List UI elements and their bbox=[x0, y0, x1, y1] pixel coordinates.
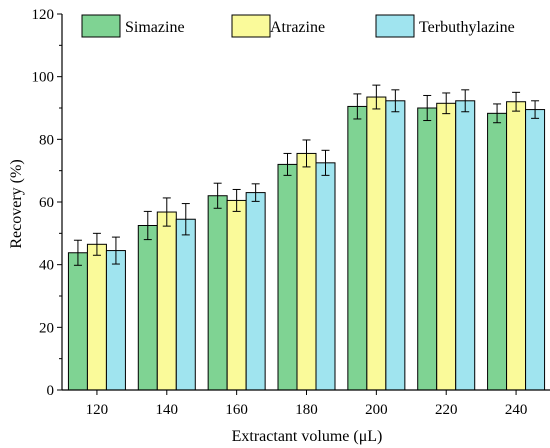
y-tick-label: 120 bbox=[32, 7, 55, 23]
bar bbox=[315, 162, 336, 391]
legend-label: Atrazine bbox=[270, 19, 325, 36]
bar bbox=[436, 102, 457, 391]
bar bbox=[525, 109, 546, 391]
x-tick-label: 140 bbox=[156, 402, 179, 418]
bar bbox=[156, 211, 177, 391]
legend-label: Simazine bbox=[125, 19, 185, 36]
bar bbox=[385, 100, 406, 391]
legend-label: Terbuthylazine bbox=[419, 19, 515, 36]
bar bbox=[137, 225, 158, 391]
x-tick-label: 240 bbox=[505, 402, 528, 418]
bar bbox=[67, 252, 88, 391]
x-tick-label: 200 bbox=[365, 402, 388, 418]
bar bbox=[417, 107, 438, 391]
bar bbox=[207, 195, 228, 391]
y-tick-label: 20 bbox=[39, 320, 54, 336]
axes-layer: 0 20 40 60 80 100 120 120 140 160 180 200 220 240 bbox=[32, 7, 550, 418]
y-tick-label: 40 bbox=[39, 258, 54, 274]
bar bbox=[455, 100, 476, 391]
bar bbox=[347, 105, 368, 391]
bar bbox=[105, 250, 126, 391]
bar bbox=[366, 96, 387, 391]
x-axis-title: Extractant volume (μL) bbox=[232, 428, 383, 445]
legend: Simazine Atrazine Terbuthylazine bbox=[81, 14, 515, 38]
bar bbox=[86, 243, 107, 391]
bar bbox=[226, 199, 247, 391]
x-tick-label: 120 bbox=[86, 402, 109, 418]
bar bbox=[487, 112, 508, 391]
legend-swatch bbox=[375, 14, 415, 38]
bar bbox=[175, 218, 196, 391]
x-tick-label: 180 bbox=[295, 402, 318, 418]
legend-swatch bbox=[231, 14, 271, 38]
y-tick-label: 0 bbox=[47, 383, 55, 399]
y-tick-label: 60 bbox=[39, 195, 54, 211]
y-tick-label: 80 bbox=[39, 132, 54, 148]
y-tick-label: 100 bbox=[32, 70, 55, 86]
bar bbox=[296, 152, 317, 391]
y-axis-title: Recovery (%) bbox=[8, 159, 25, 248]
bars-layer bbox=[67, 96, 546, 391]
x-tick-label: 160 bbox=[225, 402, 248, 418]
bar bbox=[277, 163, 298, 391]
x-tick-label: 220 bbox=[435, 402, 458, 418]
error-bars-layer bbox=[73, 84, 540, 266]
legend-swatch bbox=[81, 14, 121, 38]
bar bbox=[245, 192, 266, 391]
bar bbox=[506, 101, 527, 391]
